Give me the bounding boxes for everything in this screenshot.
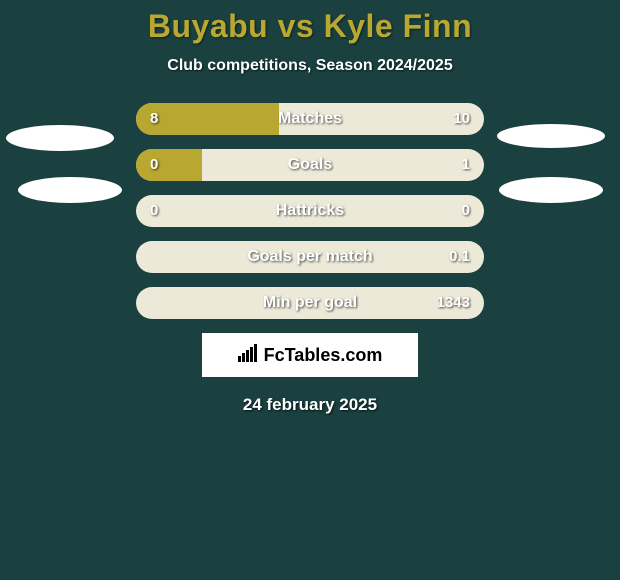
brand-text: FcTables.com bbox=[264, 345, 383, 366]
value-right: 0.1 bbox=[449, 241, 470, 273]
value-left: 0 bbox=[150, 149, 158, 181]
placeholder-ellipse bbox=[497, 124, 605, 148]
value-left: 8 bbox=[150, 103, 158, 135]
date-text: 24 february 2025 bbox=[0, 395, 620, 415]
placeholder-ellipse bbox=[18, 177, 122, 203]
subtitle: Club competitions, Season 2024/2025 bbox=[0, 57, 620, 75]
stat-row: Goals per match0.1 bbox=[0, 241, 620, 273]
stat-row: Min per goal1343 bbox=[0, 287, 620, 319]
brand-box: FcTables.com bbox=[202, 333, 418, 377]
comparison-infographic: Buyabu vs Kyle Finn Club competitions, S… bbox=[0, 0, 620, 415]
bar-chart-icon bbox=[238, 344, 260, 367]
stat-label: Min per goal bbox=[136, 287, 484, 319]
value-left: 0 bbox=[150, 195, 158, 227]
stat-label: Hattricks bbox=[136, 195, 484, 227]
stat-label: Goals bbox=[136, 149, 484, 181]
stat-label: Goals per match bbox=[136, 241, 484, 273]
page-title: Buyabu vs Kyle Finn bbox=[0, 8, 620, 45]
value-right: 1 bbox=[462, 149, 470, 181]
placeholder-ellipse bbox=[6, 125, 114, 151]
value-right: 1343 bbox=[437, 287, 470, 319]
value-right: 0 bbox=[462, 195, 470, 227]
stat-label: Matches bbox=[136, 103, 484, 135]
placeholder-ellipse bbox=[499, 177, 603, 203]
value-right: 10 bbox=[453, 103, 470, 135]
stat-row: Goals0 1 bbox=[0, 149, 620, 181]
